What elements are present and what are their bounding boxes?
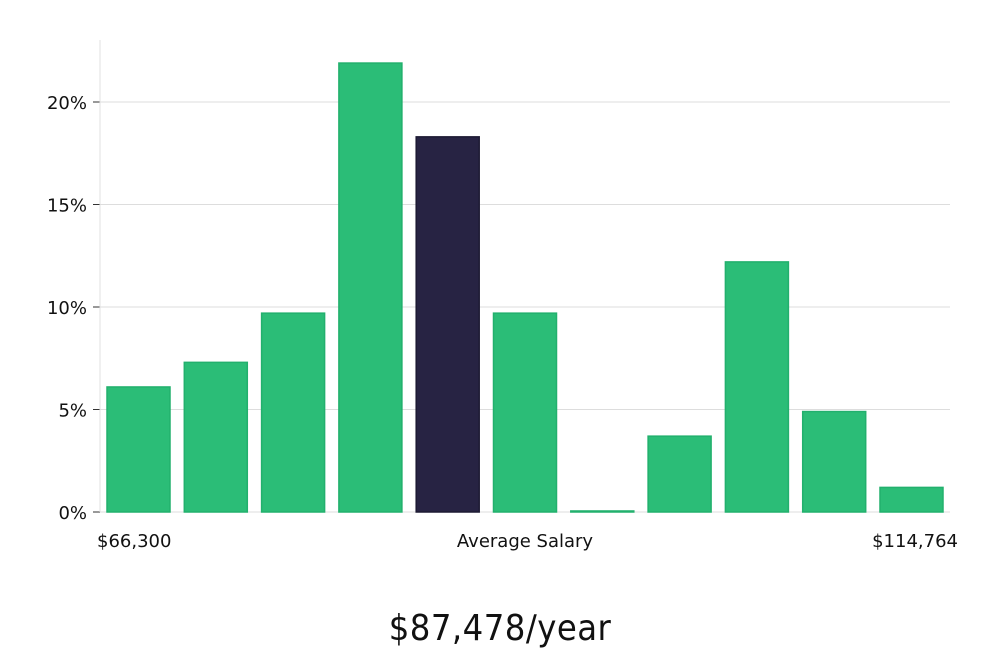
x-max-label: $114,764 (872, 531, 958, 552)
bar (879, 486, 944, 513)
x-axis-title: Average Salary (457, 531, 594, 552)
bar (106, 386, 171, 513)
bar (570, 510, 635, 513)
y-axis-ticks: 0% 5% 10% 15% 20% (47, 93, 100, 524)
salary-distribution-chart: 0% 5% 10% 15% 20% $66,300 Average Salary $11… (47, 40, 958, 552)
bar (492, 312, 558, 513)
bar-average-salary (415, 136, 480, 513)
bar (724, 261, 790, 513)
average-salary-value: $87,478/year (388, 608, 612, 649)
bars (106, 62, 944, 513)
bar (183, 361, 249, 513)
y-tick-label: 20% (47, 93, 87, 114)
y-tick-label: 10% (47, 298, 87, 319)
y-tick-label: 15% (47, 196, 87, 217)
bar (338, 62, 403, 513)
y-tick-label: 5% (58, 401, 87, 422)
bar (801, 410, 867, 513)
bar (647, 435, 712, 513)
x-min-label: $66,300 (97, 531, 171, 552)
bar (260, 312, 326, 513)
y-tick-label: 0% (58, 503, 87, 524)
